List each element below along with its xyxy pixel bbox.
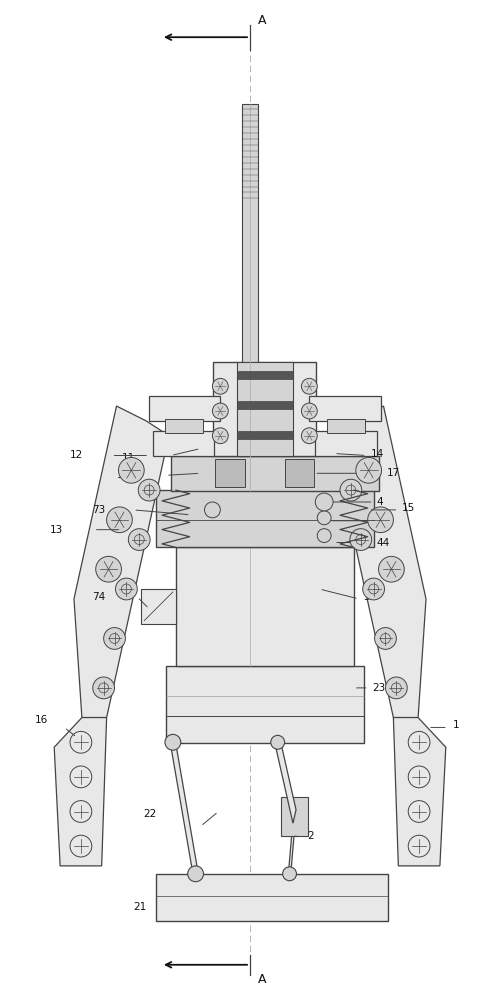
Circle shape xyxy=(118,457,144,483)
Bar xyxy=(316,431,376,456)
Text: 5: 5 xyxy=(362,592,370,602)
Polygon shape xyxy=(74,406,169,718)
Circle shape xyxy=(386,677,407,699)
Text: 18: 18 xyxy=(116,470,130,480)
Text: 17: 17 xyxy=(386,468,400,478)
Circle shape xyxy=(316,493,333,511)
Circle shape xyxy=(317,529,331,543)
Circle shape xyxy=(106,507,132,533)
Polygon shape xyxy=(331,406,426,718)
Circle shape xyxy=(302,378,317,394)
Text: 73: 73 xyxy=(92,505,105,515)
Polygon shape xyxy=(172,734,197,882)
Bar xyxy=(156,874,388,921)
Text: 14: 14 xyxy=(370,449,384,459)
Bar xyxy=(214,362,316,456)
Circle shape xyxy=(104,628,126,649)
Bar xyxy=(156,490,374,547)
Polygon shape xyxy=(54,718,106,866)
Text: 16: 16 xyxy=(34,715,48,725)
Circle shape xyxy=(271,735,284,749)
Bar xyxy=(171,456,378,491)
Circle shape xyxy=(340,479,361,501)
Bar xyxy=(165,419,202,433)
Bar xyxy=(237,371,292,379)
Bar xyxy=(141,589,176,624)
Text: A: A xyxy=(258,14,266,27)
Bar xyxy=(280,797,308,836)
Polygon shape xyxy=(289,810,295,881)
Circle shape xyxy=(212,378,228,394)
Bar xyxy=(327,419,364,433)
Text: 3: 3 xyxy=(376,516,383,526)
Text: 4: 4 xyxy=(376,497,383,507)
Circle shape xyxy=(374,628,396,649)
Text: 23: 23 xyxy=(372,683,386,693)
Circle shape xyxy=(212,403,228,419)
Text: 1: 1 xyxy=(452,720,460,730)
Circle shape xyxy=(128,529,150,550)
Circle shape xyxy=(188,866,204,882)
Circle shape xyxy=(212,428,228,444)
Text: 21: 21 xyxy=(133,902,146,912)
Text: 2: 2 xyxy=(308,831,314,841)
Text: 44: 44 xyxy=(376,538,390,548)
Circle shape xyxy=(138,479,160,501)
Bar xyxy=(149,396,220,421)
Bar xyxy=(216,459,245,487)
Text: 11: 11 xyxy=(122,453,134,463)
Circle shape xyxy=(350,529,372,550)
Circle shape xyxy=(282,867,296,881)
Circle shape xyxy=(378,556,404,582)
Bar xyxy=(237,431,292,439)
Bar xyxy=(310,396,380,421)
Circle shape xyxy=(93,677,114,699)
Circle shape xyxy=(165,734,181,750)
Circle shape xyxy=(116,578,138,600)
Text: 12: 12 xyxy=(70,450,84,460)
Circle shape xyxy=(302,403,317,419)
Bar xyxy=(237,401,292,409)
Circle shape xyxy=(96,556,122,582)
Text: 15: 15 xyxy=(402,503,415,513)
Bar xyxy=(166,666,364,743)
Bar xyxy=(153,431,214,456)
Text: 22: 22 xyxy=(143,809,156,819)
Circle shape xyxy=(356,457,382,483)
Polygon shape xyxy=(394,718,446,866)
Text: 74: 74 xyxy=(92,592,105,602)
Polygon shape xyxy=(276,736,296,823)
Circle shape xyxy=(204,502,220,518)
Circle shape xyxy=(302,428,317,444)
Text: A: A xyxy=(258,973,266,986)
Circle shape xyxy=(362,578,384,600)
Bar xyxy=(242,104,258,362)
Circle shape xyxy=(317,511,331,525)
Circle shape xyxy=(368,507,394,533)
Bar xyxy=(237,362,292,456)
Bar xyxy=(284,459,314,487)
Text: 13: 13 xyxy=(50,525,64,535)
Bar xyxy=(176,547,354,666)
